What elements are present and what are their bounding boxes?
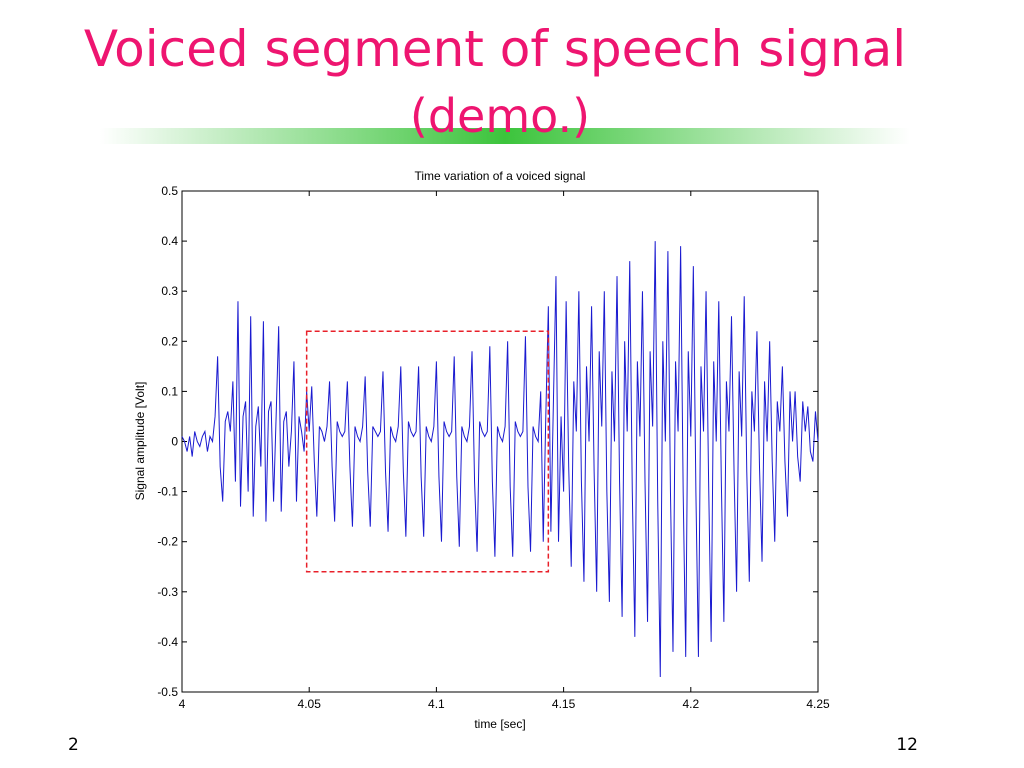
signal-line xyxy=(181,241,819,677)
footer-left: 2 xyxy=(68,735,79,755)
y-tick-label: -0.4 xyxy=(157,635,178,649)
x-tick-label: 4.05 xyxy=(298,697,322,711)
y-tick-label: 0.2 xyxy=(161,334,178,348)
highlight-box xyxy=(305,330,550,573)
title-bar xyxy=(100,128,910,144)
y-axis-label: Signal amplitude [Volt] xyxy=(133,382,147,501)
x-tick-label: 4 xyxy=(179,697,186,711)
y-tick-label: 0.3 xyxy=(161,284,178,298)
y-tick-label: -0.1 xyxy=(157,485,178,499)
slide-title: Voiced segment of speech signal xyxy=(84,20,906,78)
y-tick-label: -0.2 xyxy=(157,535,178,549)
chart-title: Time variation of a voiced signal xyxy=(415,169,586,183)
y-tick-label: 0.5 xyxy=(161,184,178,198)
y-tick-label: -0.5 xyxy=(157,685,178,699)
y-tick-label: 0.1 xyxy=(161,384,178,398)
y-tick-label: -0.3 xyxy=(157,585,178,599)
slide-subtitle: (demo.) xyxy=(410,89,590,143)
plot: 4 4.05 4.1 4.15 4.2 4.25 -0.5 -0.4 -0.3 -0.2 -0.1 0… xyxy=(157,184,830,711)
x-tick-label: 4.25 xyxy=(806,697,830,711)
page-number: 12 xyxy=(896,735,918,755)
x-axis-label: time [sec] xyxy=(474,717,525,731)
y-tick-label: 0 xyxy=(171,435,178,449)
y-tick-label: 0.4 xyxy=(161,234,178,248)
plot-area xyxy=(181,190,819,693)
x-tick-label: 4.2 xyxy=(682,697,699,711)
x-tick-label: 4.15 xyxy=(552,697,576,711)
x-tick-label: 4.1 xyxy=(428,697,445,711)
